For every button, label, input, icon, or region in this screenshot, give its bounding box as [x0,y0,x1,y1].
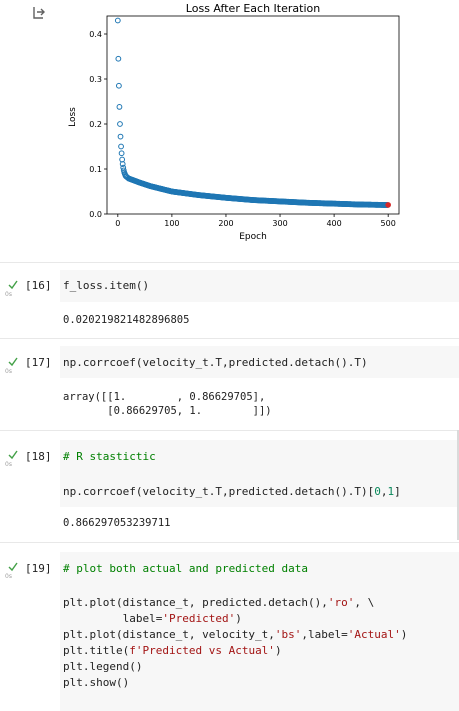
code-cell-16[interactable] [60,270,459,302]
cell-separator [0,338,459,339]
code-line[interactable]: plt.plot(distance_t, predicted.detach(),… [63,596,375,609]
x-tick-label: 500 [381,219,396,228]
output-text: 0.020219821482896805 [63,314,190,326]
x-axis-label: Epoch [239,232,267,242]
code-line[interactable]: plt.legend() [63,660,143,673]
y-tick-label: 0.3 [89,75,102,84]
y-tick-label: 0.0 [89,210,102,219]
data-point [116,104,123,110]
code-line[interactable]: label='Predicted') [63,612,242,625]
x-tick-label: 300 [272,219,287,228]
exec-count[interactable]: [18] [25,450,52,463]
data-points [114,17,391,208]
x-tick-label: 100 [164,219,179,228]
x-axis-ticks: 0 100 200 300 400 500 [115,214,396,228]
data-point [119,161,126,167]
data-point [117,121,123,127]
code-comment[interactable]: # R stastictic [63,450,156,463]
check-icon [8,357,18,367]
scrollbar[interactable] [457,430,459,540]
exec-count[interactable]: [19] [25,562,52,575]
code-line[interactable]: f_loss.item() [63,279,150,292]
cell-separator [0,262,459,263]
data-point [114,17,121,24]
output-text: 0.866297053239711 [63,517,171,529]
code-line[interactable]: np.corrcoef(velocity_t.T,predicted.detac… [63,485,401,498]
data-point [118,143,124,150]
x-tick-label: 400 [326,219,341,228]
exec-time: 0s [5,291,12,298]
data-point [117,133,124,140]
cell-separator [0,542,459,543]
x-tick-label: 0 [115,219,120,228]
output-redirect-icon[interactable] [31,5,47,21]
check-icon [8,562,18,572]
code-line[interactable]: np.corrcoef(velocity_t.T,predicted.detac… [63,356,368,369]
code-cell-17[interactable] [60,346,459,378]
y-tick-label: 0.2 [89,120,102,129]
code-line[interactable]: plt.plot(distance_t, velocity_t,'bs',lab… [63,628,408,641]
check-icon [8,280,18,290]
exec-time: 0s [5,461,12,468]
code-comment[interactable]: # plot both actual and predicted data [63,562,309,575]
plot-frame [106,15,400,215]
cell-separator [0,430,459,431]
exec-time: 0s [5,368,12,375]
data-point [120,167,127,174]
y-axis-ticks: 0.0 0.1 0.2 0.3 0.4 [89,30,107,219]
chart-title: Loss After Each Iteration [186,2,320,15]
data-point [115,82,122,89]
output-text: array([[1. , 0.86629705], [63,391,266,403]
exec-count[interactable]: [16] [25,279,52,292]
data-point [118,150,125,157]
code-cell-19[interactable] [60,552,459,711]
exec-count[interactable]: [17] [25,356,52,369]
output-text: [0.86629705, 1. ]]) [63,405,272,417]
code-line[interactable]: plt.title(f'Predicted vs Actual') [63,644,282,657]
check-icon [8,450,18,460]
y-axis-label: Loss [68,107,78,127]
loss-chart-svg: Loss After Each Iteration 0.00.10.20.30.… [68,2,400,242]
y-tick-label: 0.4 [89,30,102,39]
x-tick-label: 200 [218,219,233,228]
final-data-point [385,202,391,208]
data-point [115,55,122,62]
loss-plot: Loss After Each Iteration 0.0 0.1 0.2 0.3 0.… [62,0,412,248]
exec-time: 0s [5,573,12,580]
code-cell-18[interactable] [60,440,459,507]
code-line[interactable]: plt.show() [63,676,130,689]
y-tick-label: 0.1 [89,165,102,174]
